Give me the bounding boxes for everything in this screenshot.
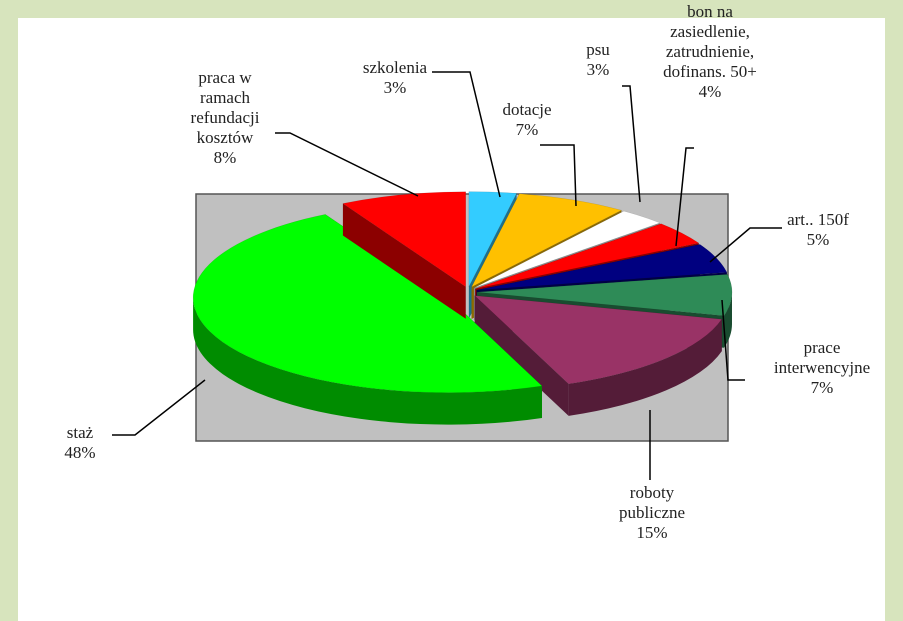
leader-line	[675, 147, 694, 247]
value-label: 15%	[636, 523, 668, 542]
leader-line	[432, 71, 501, 198]
data-label: szkolenia 3%	[363, 58, 427, 98]
value-label: 5%	[806, 230, 830, 249]
value-label: 4%	[698, 82, 722, 101]
slice-top	[474, 295, 723, 385]
slice-side	[568, 319, 722, 416]
value-label: 48%	[64, 443, 96, 462]
slice-cut	[342, 203, 466, 319]
slice	[342, 191, 467, 319]
data-label: bon na zasiedlenie, zatrudnienie, dofina…	[663, 2, 757, 102]
slice-top	[192, 214, 543, 393]
data-label: psu 3%	[586, 40, 610, 80]
slice-side	[193, 297, 542, 425]
data-label: praca w ramach refundacji kosztów 8%	[191, 68, 260, 168]
leader-line	[275, 132, 419, 197]
slice-cut	[474, 295, 569, 416]
leader-line	[721, 299, 745, 381]
leader-line	[112, 379, 206, 436]
leader-line	[540, 144, 577, 207]
category-label: staż	[66, 423, 94, 442]
category-label: dotacje	[502, 100, 552, 119]
category-label: praca w ramach refundacji kosztów	[190, 68, 260, 147]
slice-top	[470, 193, 623, 288]
slice-top	[342, 191, 467, 288]
data-label: staż 48%	[64, 423, 95, 463]
leader-line	[709, 227, 782, 263]
data-label: dotacje 7%	[502, 100, 551, 140]
slice-top	[473, 210, 661, 289]
slice-top	[476, 244, 728, 291]
category-label: psu	[586, 40, 610, 59]
value-label: 3%	[586, 60, 610, 79]
category-label: roboty publiczne	[618, 483, 686, 522]
category-label: prace interwencyjne	[773, 338, 871, 377]
category-label: szkolenia	[362, 58, 428, 77]
data-label: art.. 150f 5%	[787, 210, 849, 250]
value-label: 7%	[810, 378, 834, 397]
slice-top	[475, 223, 700, 290]
slice-side	[723, 292, 732, 348]
category-label: bon na zasiedlenie, zatrudnienie, dofina…	[663, 2, 757, 81]
value-label: 3%	[383, 78, 407, 97]
data-label: prace interwencyjne 7%	[774, 338, 870, 398]
slice-top	[476, 274, 733, 317]
category-label: art.. 150f	[787, 210, 849, 229]
slice-top	[468, 191, 518, 287]
slice	[474, 295, 723, 416]
leader-line	[622, 85, 641, 203]
data-label: roboty publiczne 15%	[619, 483, 685, 543]
value-label: 8%	[213, 148, 237, 167]
value-label: 7%	[515, 120, 539, 139]
